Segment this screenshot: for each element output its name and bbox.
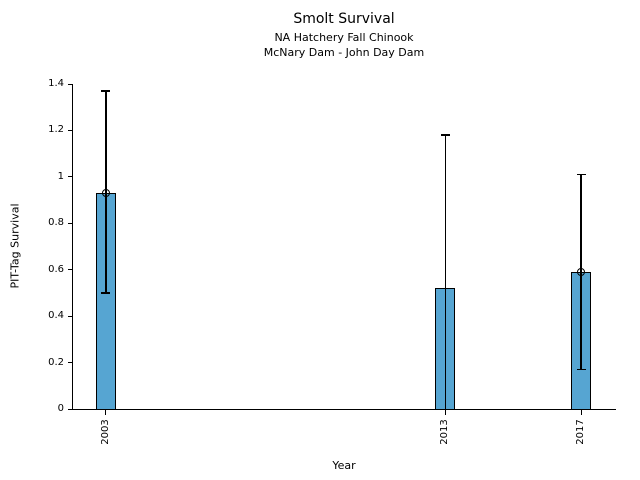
error-bar-cap-top: [440, 134, 450, 136]
x-tick-label: 2003: [99, 419, 111, 445]
y-tick-label: 1.4: [48, 78, 64, 89]
y-tick: [68, 83, 72, 85]
y-tick: [68, 362, 72, 364]
x-tick-label: 2013: [439, 419, 451, 445]
x-tick: [444, 410, 446, 415]
y-tick-label: 0.6: [48, 263, 64, 275]
error-bar-cap-bottom: [576, 368, 586, 371]
error-bar-cap-top: [101, 90, 111, 92]
error-bar-cap-bottom: [101, 292, 111, 294]
chart-subtitle-line2: McNary Dam - John Day Dam: [263, 46, 425, 59]
y-tick: [68, 176, 72, 178]
y-axis-label: PIT-Tag Survival: [8, 203, 22, 289]
y-tick: [68, 315, 72, 317]
y-tick-label: 0.2: [48, 356, 64, 368]
x-tick: [580, 410, 582, 415]
chart-subtitle-line1: NA Hatchery Fall Chinook: [274, 31, 414, 44]
x-axis-spine: [72, 409, 616, 410]
y-tick-label: 0.4: [48, 310, 64, 322]
chart-title: Smolt Survival: [293, 11, 395, 27]
mean-point-marker: [101, 189, 110, 198]
y-tick-label: 1.2: [48, 124, 64, 136]
x-tick: [105, 410, 107, 415]
y-tick-label: 1: [57, 170, 64, 182]
y-axis-spine: [72, 84, 73, 410]
y-tick: [68, 222, 72, 224]
error-bar-line: [444, 135, 447, 409]
y-tick: [68, 129, 72, 131]
y-tick: [68, 269, 72, 271]
mean-point-marker: [577, 268, 586, 277]
x-tick-label: 2017: [575, 419, 587, 445]
y-tick-label: 0.8: [48, 217, 64, 229]
x-axis-label: Year: [332, 459, 356, 472]
y-tick: [68, 408, 72, 410]
error-bar-cap-top: [576, 173, 586, 176]
y-tick-label: 0: [57, 403, 64, 414]
